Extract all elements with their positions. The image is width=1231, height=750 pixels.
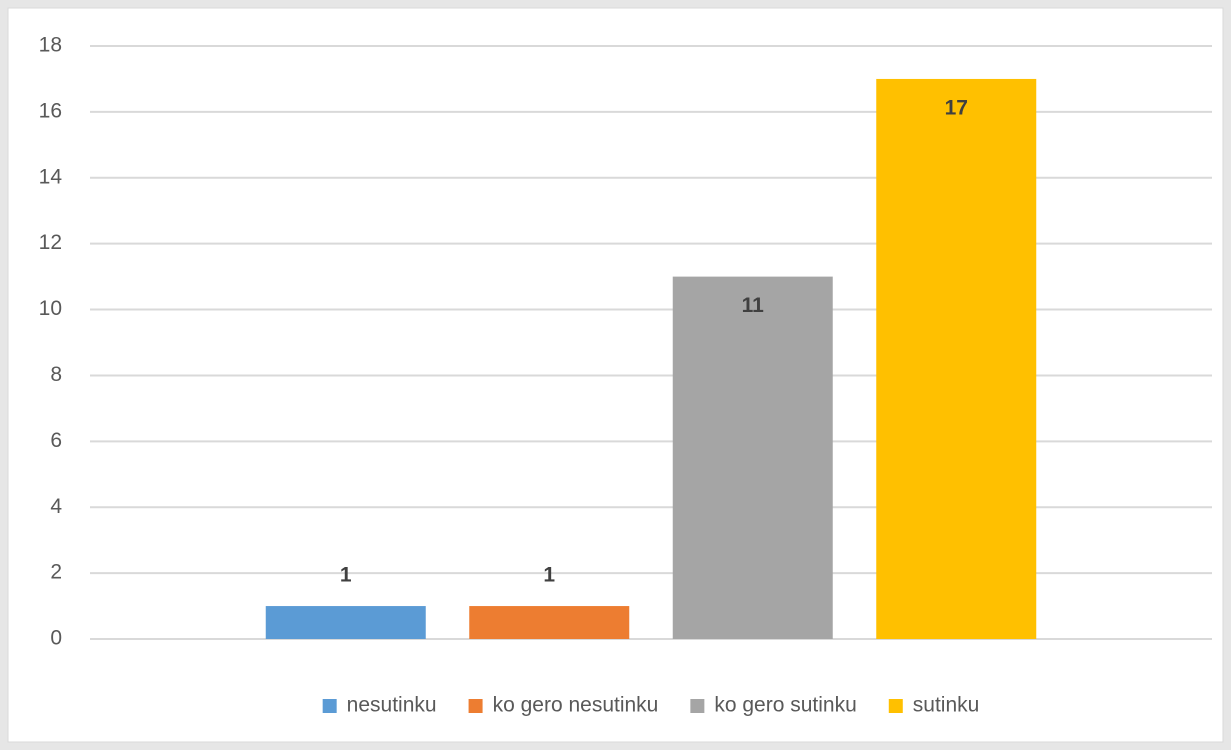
y-tick-label: 16: [39, 99, 62, 122]
y-tick-label: 0: [50, 627, 62, 650]
legend-swatch: [888, 699, 903, 713]
y-tick-label: 14: [39, 165, 63, 188]
y-tick-label: 12: [39, 231, 62, 254]
legend-label: ko gero nesutinku: [493, 694, 659, 717]
bar: [672, 276, 833, 639]
bar: [265, 606, 426, 639]
legend-swatch: [690, 699, 705, 713]
bar: [469, 606, 630, 639]
data-label: 1: [543, 564, 555, 587]
y-tick-label: 10: [39, 297, 62, 320]
y-tick-label: 2: [50, 561, 62, 584]
data-label: 11: [742, 294, 765, 317]
data-label: 17: [945, 96, 968, 119]
data-label: 1: [340, 564, 352, 587]
legend-swatch: [468, 699, 483, 713]
y-tick-label: 4: [50, 495, 62, 518]
legend-label: sutinku: [913, 694, 980, 717]
legend-label: ko gero sutinku: [714, 694, 856, 717]
y-tick-label: 18: [39, 34, 62, 57]
y-tick-label: 6: [50, 429, 62, 452]
bar: [876, 78, 1037, 639]
y-tick-label: 8: [50, 363, 62, 386]
legend-label: nesutinku: [347, 694, 437, 717]
legend-swatch: [322, 699, 337, 713]
